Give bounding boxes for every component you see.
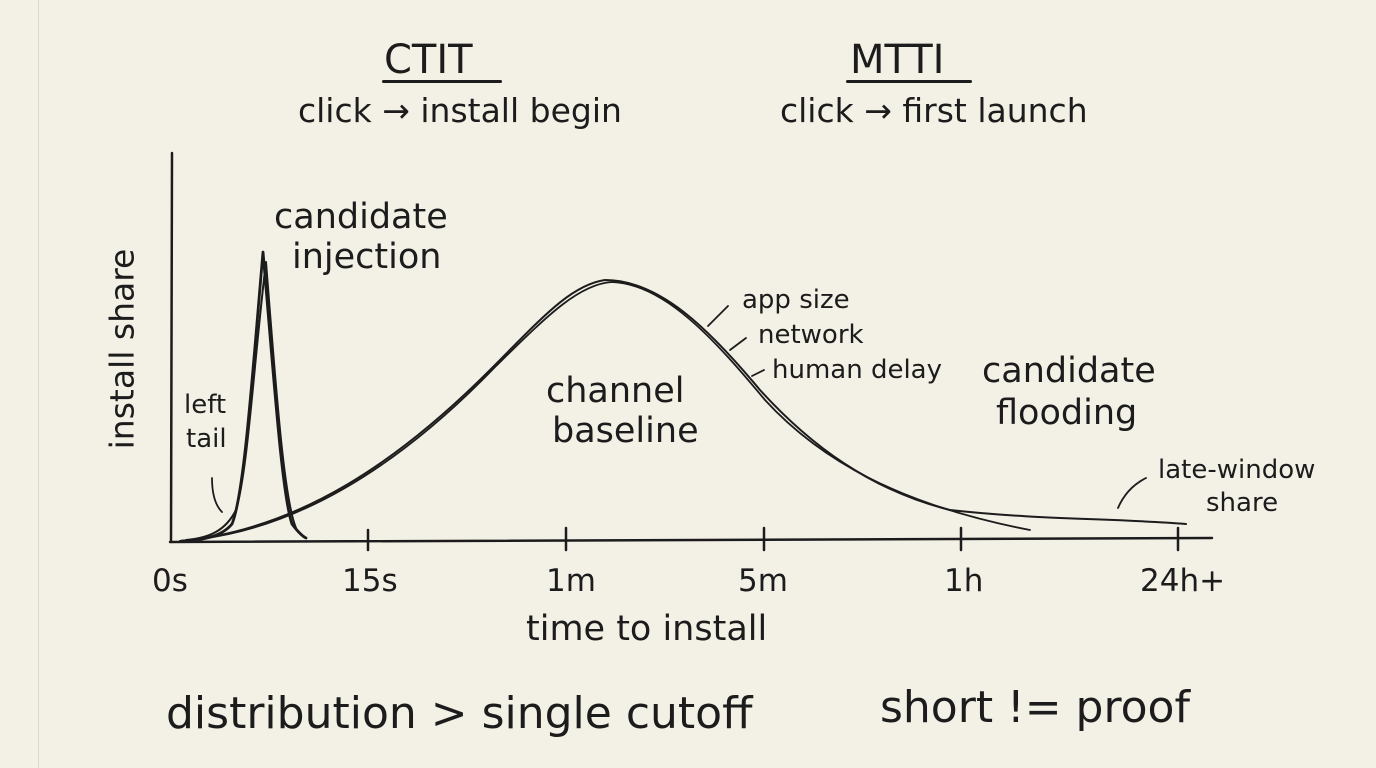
- late-window-label-1: late-window: [1158, 455, 1316, 485]
- notebook-edge: [38, 0, 39, 768]
- network-leader: [729, 337, 747, 351]
- tick-label-1h: 1h: [944, 563, 984, 599]
- tick-label-5m: 5m: [738, 563, 788, 599]
- ctit-underline: [382, 80, 502, 83]
- candidate-flooding-label-1: candidate: [982, 351, 1156, 391]
- x-axis-title: time to install: [526, 609, 768, 649]
- channel-baseline-label-1: channel: [546, 371, 685, 411]
- injection-spike-line-2: [185, 261, 297, 541]
- takeaway-distribution: distribution > single cutoff: [166, 688, 753, 739]
- factor-network: network: [758, 320, 864, 350]
- ctit-title: CTIT: [384, 37, 473, 83]
- baseline-curve-2: [199, 281, 1031, 540]
- candidate-injection-label-1: candidate: [274, 197, 448, 237]
- factor-human-delay: human delay: [772, 355, 943, 385]
- injection-spike-line: [180, 250, 308, 543]
- tick-label-0s: 0s: [152, 563, 188, 599]
- tick-label-1m: 1m: [546, 563, 596, 599]
- left-tail-label-2: tail: [186, 424, 227, 454]
- y-axis-title: install share: [102, 248, 142, 450]
- mtti-title: MTTI: [850, 37, 945, 83]
- mtti-definition: click → first launch: [780, 91, 1088, 130]
- mtti-underline: [846, 80, 972, 83]
- factor-app-size: app size: [742, 285, 850, 315]
- app-size-leader: [707, 305, 729, 327]
- tick-label-24h: 24h+: [1140, 563, 1226, 599]
- x-axis: [168, 536, 1214, 544]
- left-tail-label-1: left: [184, 390, 227, 420]
- candidate-flooding-label-2: flooding: [996, 393, 1138, 433]
- human-delay-leader: [751, 369, 765, 377]
- baseline-curve: [179, 279, 1187, 542]
- x-axis-ticks: [366, 526, 1180, 552]
- ctit-definition: click → install begin: [298, 91, 622, 130]
- y-axis: [169, 151, 174, 544]
- late-window-label-2: share: [1206, 488, 1279, 518]
- channel-baseline-label-2: baseline: [552, 411, 699, 451]
- takeaway-short-not-proof: short != proof: [880, 682, 1190, 733]
- tick-label-15s: 15s: [342, 563, 398, 599]
- candidate-injection-label-2: injection: [292, 237, 442, 277]
- left-tail-leader: [211, 477, 223, 513]
- late-window-leader: [1117, 477, 1147, 509]
